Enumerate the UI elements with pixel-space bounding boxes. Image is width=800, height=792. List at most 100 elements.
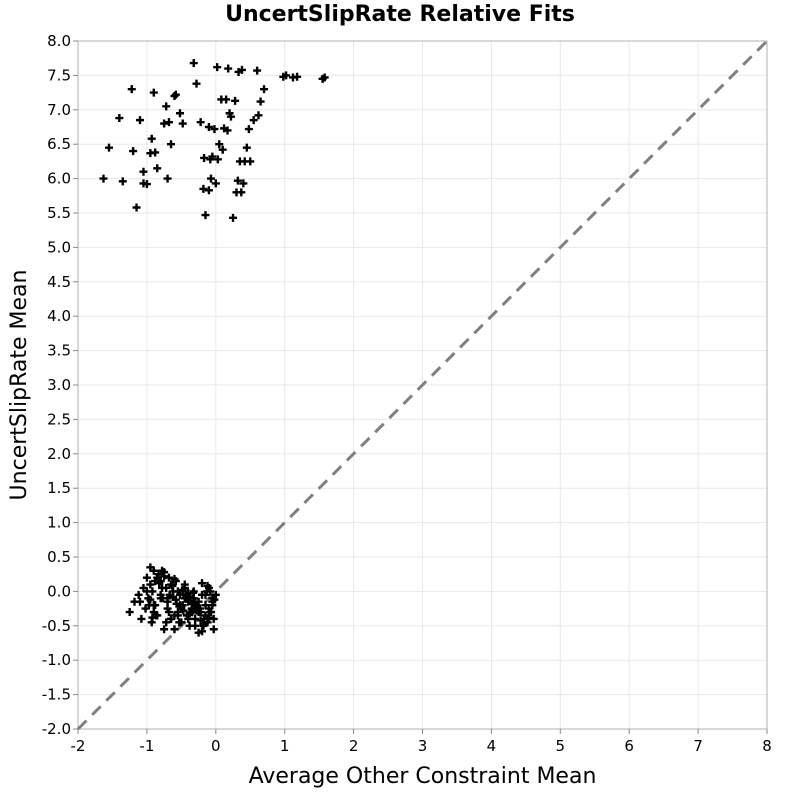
x-tick-label: 2	[349, 737, 359, 755]
y-tick-label: 8.0	[47, 32, 71, 50]
data-point	[191, 621, 200, 630]
data-point	[209, 625, 218, 634]
y-tick-label: 3.5	[47, 342, 71, 360]
data-point	[204, 613, 213, 622]
data-point	[136, 597, 145, 606]
x-tick-label: -2	[71, 737, 86, 755]
data-point	[136, 116, 145, 125]
data-point	[177, 602, 186, 611]
data-point	[320, 73, 329, 82]
data-point	[139, 167, 148, 176]
data-point	[170, 625, 179, 634]
data-point	[187, 608, 196, 617]
data-point	[191, 614, 200, 623]
data-point	[202, 587, 211, 596]
y-tick-label: 3.0	[47, 376, 71, 394]
data-point	[178, 119, 187, 128]
axis-ticks: -2 -1 0 1 2 3 4 5 6 7 8 -2.0 -1.5 -1.0 -0.5 0.0 0.5 1.0 1.…	[42, 32, 772, 755]
y-tick-label: 7.5	[47, 66, 71, 84]
data-point	[196, 118, 205, 127]
data-point	[242, 143, 251, 152]
data-point	[105, 143, 114, 152]
chart-title: UncertSlipRate Relative Fits	[225, 2, 575, 27]
data-point	[115, 114, 124, 123]
data-points	[99, 59, 329, 637]
data-point	[163, 174, 172, 183]
data-point	[218, 145, 227, 154]
data-point	[153, 164, 162, 173]
data-point	[254, 111, 263, 120]
data-point	[249, 116, 258, 125]
data-point	[179, 606, 188, 615]
x-tick-label: 5	[556, 737, 566, 755]
data-point	[200, 614, 209, 623]
data-point	[175, 618, 184, 627]
data-point	[215, 140, 224, 149]
data-point	[156, 577, 165, 586]
data-point	[146, 595, 155, 604]
data-point	[165, 590, 174, 599]
data-point	[160, 119, 169, 128]
data-point	[195, 604, 204, 613]
x-tick-label: 6	[624, 737, 634, 755]
data-point	[222, 95, 231, 104]
data-point	[200, 153, 209, 162]
x-tick-label: 8	[762, 737, 772, 755]
data-point	[142, 180, 151, 189]
y-tick-label: 1.5	[47, 479, 71, 497]
data-point	[129, 147, 138, 156]
data-point	[213, 63, 222, 72]
data-point	[151, 148, 160, 157]
data-point	[239, 179, 248, 188]
data-point	[192, 79, 201, 88]
data-point	[167, 140, 176, 149]
data-point	[229, 213, 238, 222]
data-point	[231, 96, 240, 105]
y-axis-title: UncertSlipRate Mean	[7, 270, 32, 501]
data-point	[170, 575, 179, 584]
data-point	[293, 72, 302, 81]
data-point	[99, 174, 108, 183]
data-point	[206, 174, 215, 183]
data-point	[282, 71, 291, 80]
y-tick-label: -1.5	[42, 686, 71, 704]
data-point	[147, 134, 156, 143]
x-tick-label: 3	[418, 737, 428, 755]
data-point	[208, 601, 217, 610]
data-point	[211, 179, 220, 188]
data-point	[213, 155, 222, 164]
data-point	[149, 566, 158, 575]
y-tick-label: 0.0	[47, 582, 71, 600]
y-tick-label: 6.0	[47, 170, 71, 188]
data-point	[233, 176, 242, 185]
data-point	[226, 112, 235, 121]
data-point	[209, 614, 218, 623]
y-tick-label: -1.0	[42, 651, 71, 669]
data-point	[137, 614, 146, 623]
data-point	[208, 152, 217, 161]
data-point	[189, 59, 198, 68]
data-point	[246, 157, 255, 166]
data-point	[160, 625, 169, 634]
data-point	[172, 599, 181, 608]
data-point	[132, 203, 141, 212]
data-point	[180, 583, 189, 592]
data-point	[149, 88, 158, 97]
x-tick-label: 7	[693, 737, 703, 755]
x-tick-label: 4	[487, 737, 497, 755]
data-point	[208, 594, 217, 603]
data-point	[173, 611, 182, 620]
y-tick-label: 0.5	[47, 548, 71, 566]
data-point	[142, 573, 151, 582]
data-point	[194, 597, 203, 606]
y-tick-label: 4.5	[47, 273, 71, 291]
data-point	[244, 125, 253, 134]
y-tick-label: 2.0	[47, 445, 71, 463]
x-tick-label: 0	[211, 737, 221, 755]
y-tick-label: -2.0	[42, 720, 71, 738]
data-point	[168, 581, 177, 590]
x-axis-title: Average Other Constraint Mean	[249, 764, 597, 789]
data-point	[164, 608, 173, 617]
data-point	[198, 579, 207, 588]
